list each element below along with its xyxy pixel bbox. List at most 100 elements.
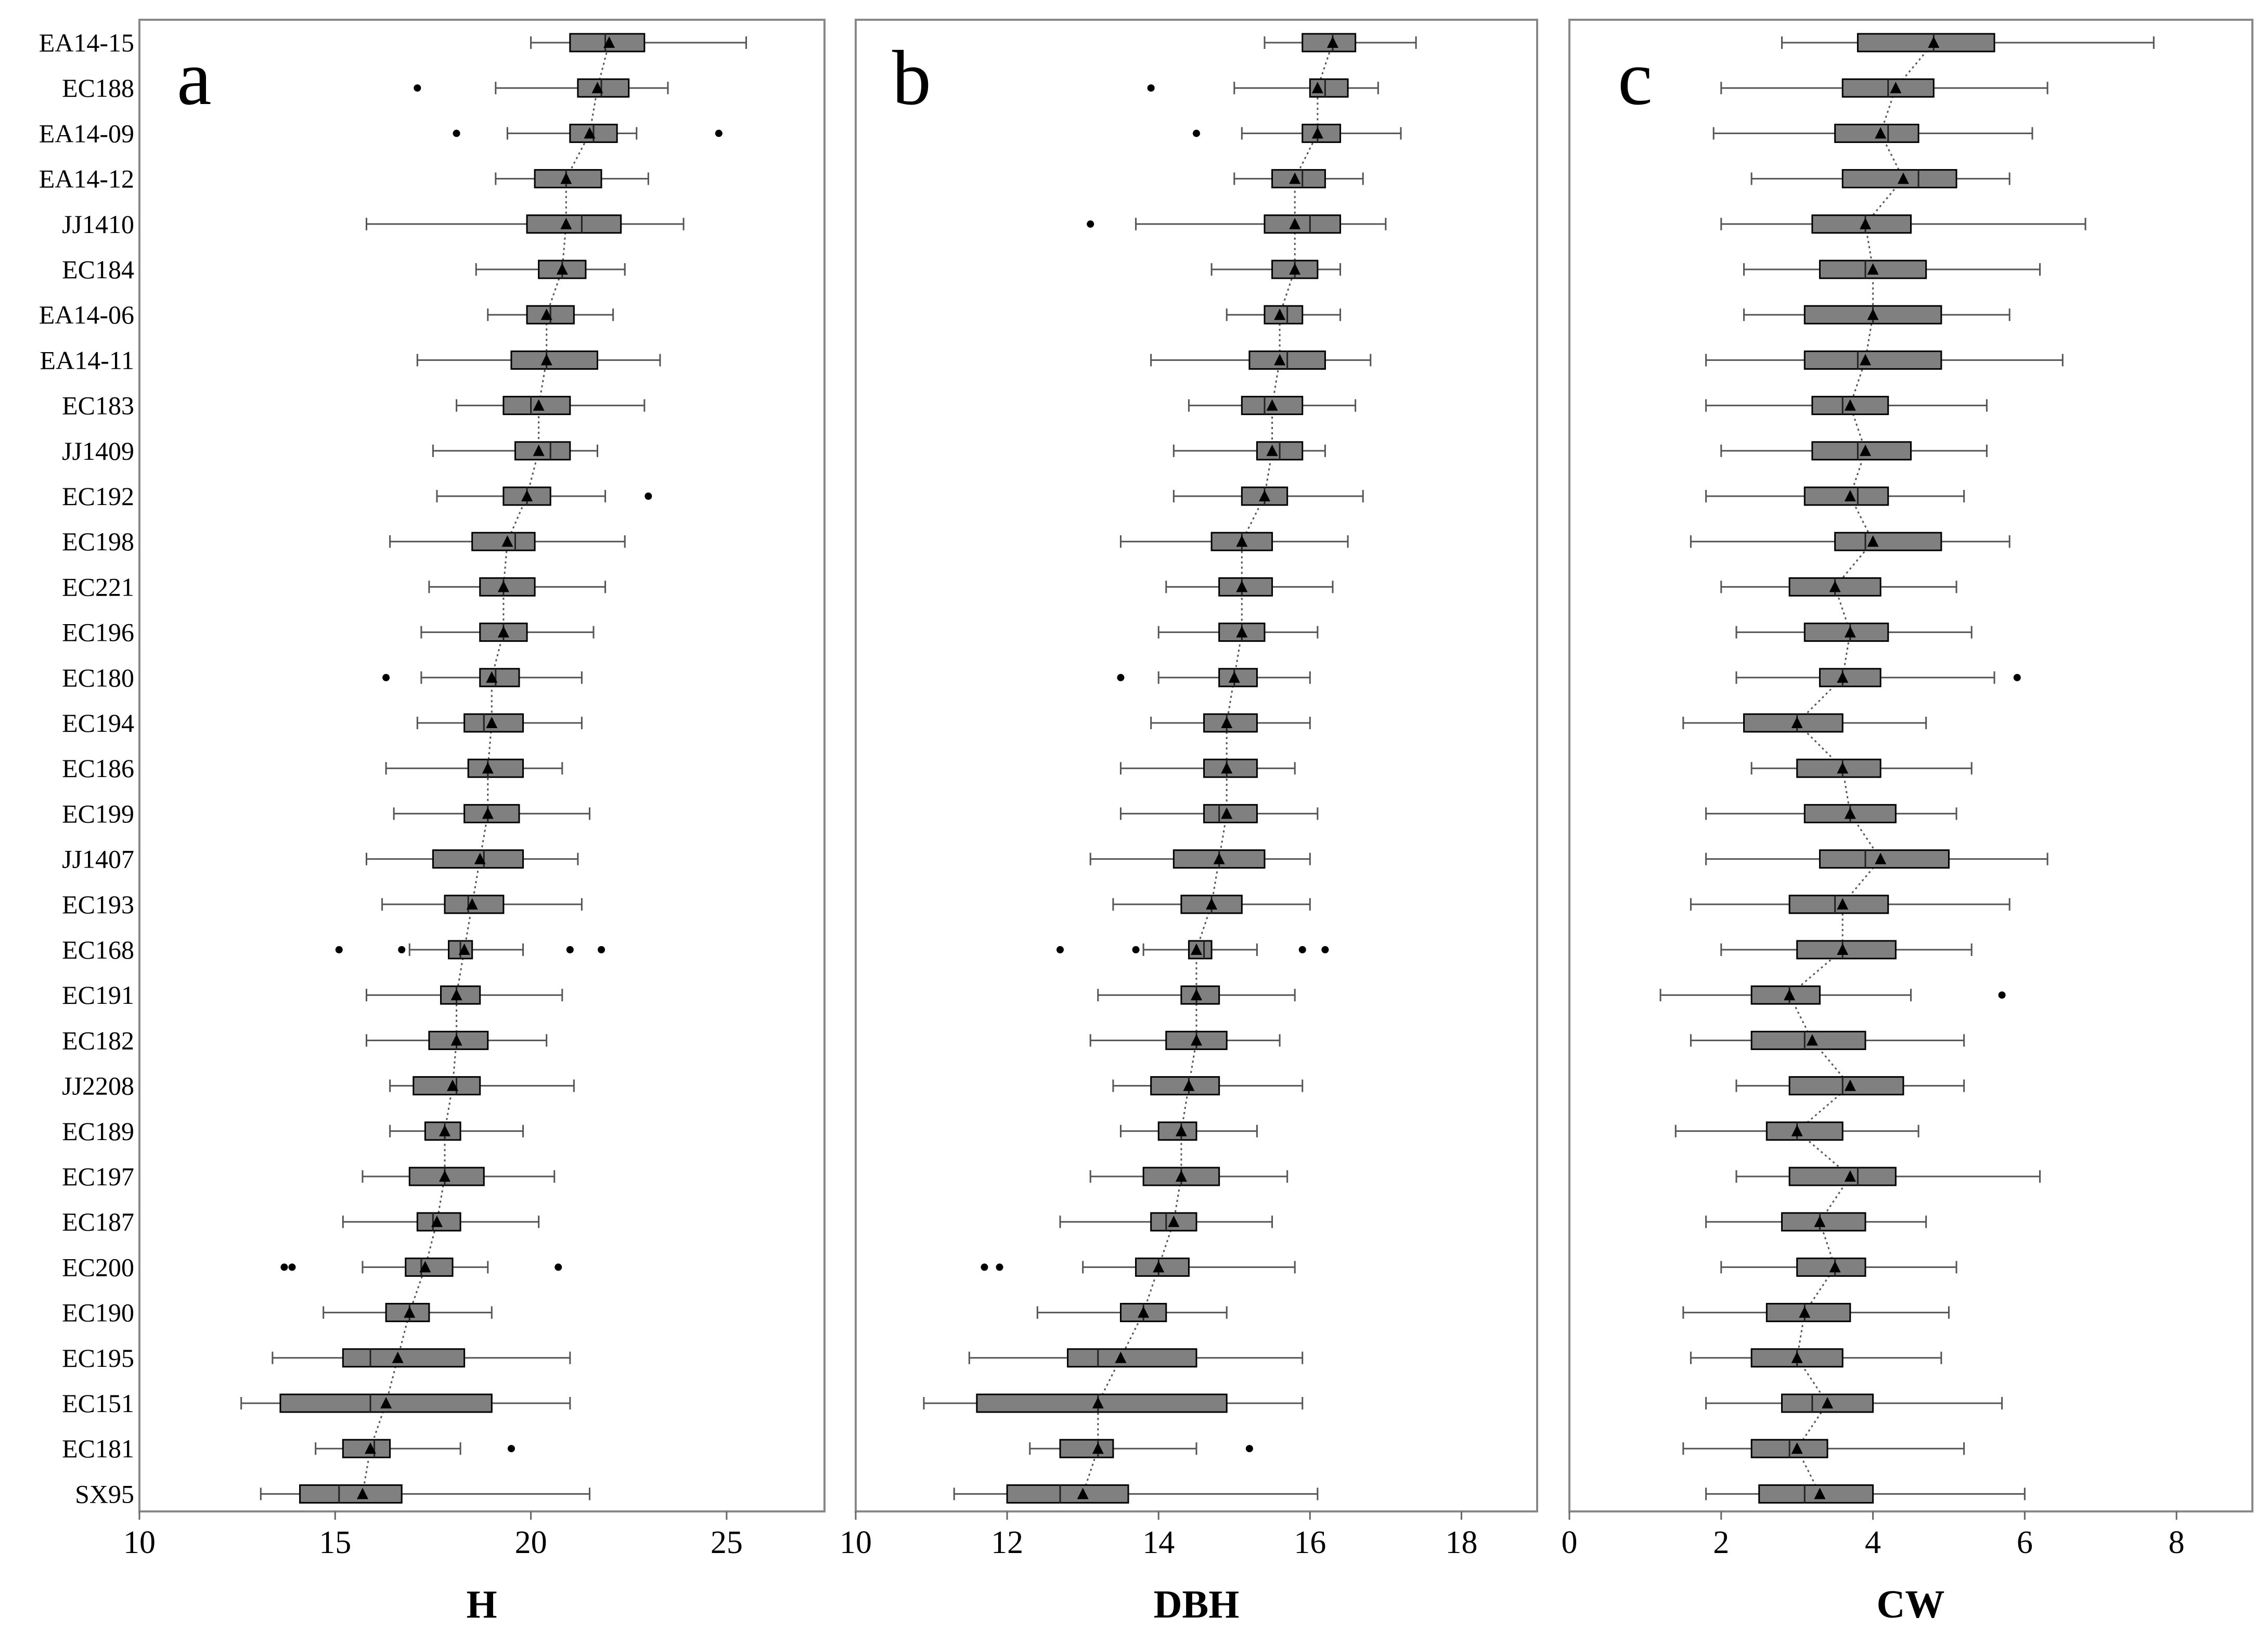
iqr-box: [1271, 169, 1326, 189]
category-labels: EA14-15 EC188 EA14-09 EA14-12 JJ1410 EC184 EA1…: [39, 28, 134, 1508]
iqr-box: [1203, 713, 1258, 733]
panel-c-frame: [1568, 19, 2253, 1512]
iqr-box: [463, 804, 520, 823]
iqr-box: [299, 1484, 403, 1504]
outlier-point-0: [1056, 946, 1064, 953]
panel-b-box-ec183: [1188, 396, 1357, 416]
panel-c-box-ec191: [1659, 985, 2006, 1005]
mean-marker: [1829, 1261, 1841, 1273]
outlier-point-0: [453, 130, 460, 137]
category-label-ea14-12: EA14-12: [39, 164, 134, 193]
category-label-ea14-09: EA14-09: [39, 119, 134, 148]
mean-marker: [1814, 1487, 1826, 1499]
panel-b-box-jj2208: [1112, 1076, 1304, 1096]
category-label-ec198: EC198: [62, 527, 134, 556]
panel-b-box-ec181: [1029, 1439, 1253, 1458]
mean-marker: [1221, 807, 1233, 819]
panel-a: a H 10 15 20 25: [123, 19, 826, 1626]
iqr-box: [1750, 1030, 1866, 1050]
outlier-point-1: [715, 130, 723, 137]
panel-c-box-ec199: [1705, 804, 1957, 823]
panel-b-box-ea14-12: [1233, 169, 1364, 189]
panel-b-tick-label-12: 12: [991, 1525, 1023, 1560]
iqr-box: [1811, 214, 1912, 234]
panel-b-box-ec188: [1147, 78, 1379, 98]
panel-b-box-ec193: [1112, 895, 1311, 914]
panel-c-tick-label-8: 8: [2169, 1525, 2185, 1560]
panel-a-box-ec184: [475, 260, 626, 279]
mean-marker: [1228, 671, 1240, 683]
panel-b-box-ec189: [1119, 1121, 1258, 1141]
mean-marker: [1890, 82, 1902, 94]
iqr-box: [471, 532, 536, 551]
panel-a-box-ec196: [420, 623, 595, 642]
outlier-point-0: [1147, 84, 1155, 92]
mean-marker: [1266, 444, 1278, 456]
category-label-ec181: EC181: [62, 1434, 134, 1463]
mean-marker: [1859, 217, 1871, 229]
panel-a-box-ea14-06: [487, 305, 614, 325]
outlier-point-0: [981, 1263, 988, 1271]
category-label-ec183: EC183: [62, 391, 134, 420]
iqr-box: [1796, 940, 1897, 960]
panel-b-box-ec195: [968, 1348, 1304, 1368]
outlier-point-1: [996, 1263, 1003, 1271]
panel-a-tick-label-20: 20: [515, 1525, 547, 1560]
panel-b-tick-label-16: 16: [1294, 1525, 1326, 1560]
outlier-point-0: [1087, 220, 1094, 228]
mean-marker: [486, 717, 498, 728]
panel-a-box-ec199: [393, 804, 590, 823]
outlier-point-0: [1193, 130, 1200, 137]
iqr-box: [1803, 623, 1889, 642]
mean-marker: [356, 1487, 368, 1499]
mean-marker: [404, 1306, 416, 1318]
category-label-ec196: EC196: [62, 618, 134, 647]
panel-b-xlabel: DBH: [1154, 1583, 1240, 1626]
panel-c-box-ea14-15: [1781, 33, 2155, 53]
panel-a-tick-label-15: 15: [319, 1525, 351, 1560]
iqr-box: [1301, 33, 1357, 53]
mean-marker: [591, 82, 603, 94]
mean-marker: [1191, 1034, 1202, 1046]
iqr-box: [1766, 1303, 1851, 1323]
iqr-box: [1264, 305, 1304, 325]
mean-marker: [1814, 1215, 1826, 1227]
iqr-box: [1203, 758, 1258, 778]
category-label-ec189: EC189: [62, 1117, 134, 1146]
mean-marker: [1289, 263, 1301, 275]
panel-b-box-ec186: [1119, 758, 1296, 778]
panel-b-tick-label-10: 10: [840, 1525, 872, 1560]
mean-marker: [1837, 898, 1849, 910]
category-label-ec190: EC190: [62, 1298, 134, 1327]
iqr-box: [1766, 1121, 1844, 1141]
outlier-point-3: [598, 946, 605, 953]
category-label-ec195: EC195: [62, 1343, 134, 1373]
mean-marker: [1092, 1397, 1104, 1408]
panel-c-box-ec195: [1690, 1348, 1942, 1368]
panel-a-box-ec168: [335, 940, 605, 960]
panel-b-box-ea14-15: [1264, 33, 1417, 53]
category-label-ec200: EC200: [62, 1252, 134, 1282]
outlier-point-3: [1321, 946, 1329, 953]
mean-marker: [447, 1079, 459, 1091]
iqr-box: [1006, 1484, 1129, 1504]
panel-c-box-ec196: [1735, 623, 1973, 642]
panel-a-box-ea14-09: [453, 123, 723, 143]
mean-marker: [1274, 354, 1286, 366]
panel-a-box-sx95: [260, 1484, 590, 1504]
category-label-ec184: EC184: [62, 255, 134, 284]
outlier-point-0: [382, 674, 390, 681]
panel-a-box-ec182: [365, 1030, 548, 1050]
panel-a-plot: 10 15 20 25: [123, 33, 747, 1560]
mean-marker: [560, 172, 572, 184]
mean-marker: [1837, 943, 1849, 955]
panel-b-plot: 10 12 14 16 18: [840, 33, 1477, 1560]
panel-c-box-ec181: [1682, 1439, 1965, 1458]
iqr-box: [1135, 1257, 1190, 1277]
mean-marker: [1175, 1124, 1187, 1136]
mean-marker: [431, 1215, 443, 1227]
panel-a-box-ec221: [428, 577, 607, 597]
outlier-point-2: [555, 1263, 562, 1271]
panel-c-box-ec187: [1705, 1212, 1927, 1232]
mean-marker: [482, 762, 494, 774]
